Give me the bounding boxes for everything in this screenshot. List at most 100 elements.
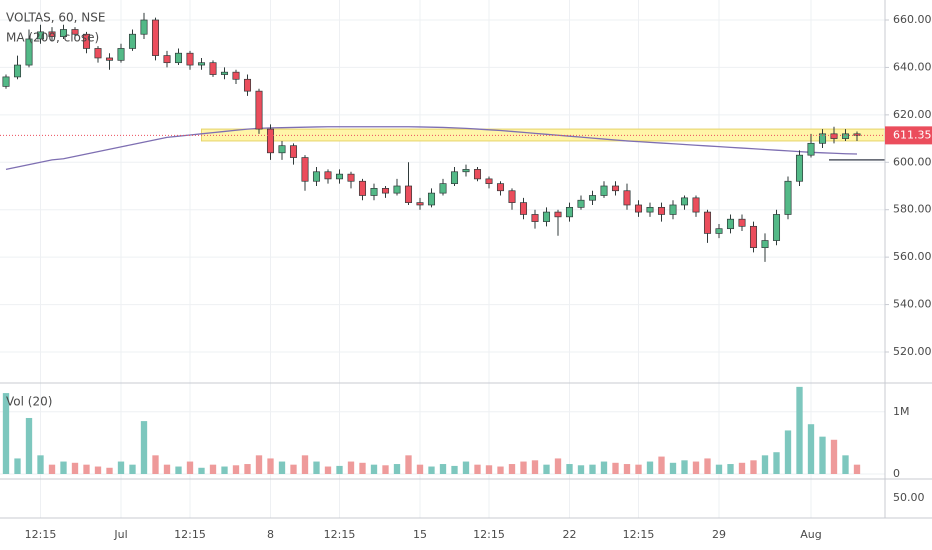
candle-body [692,197,700,213]
candle-body [818,133,827,144]
volume-bar [658,456,665,474]
candle-body [841,133,850,139]
volume-bar [405,455,412,474]
candle-body [289,145,298,158]
candle-body [646,206,654,213]
candle-body [82,33,91,49]
candle-body [784,180,792,215]
x-tick-label: 12:15 [473,528,505,541]
candle-body [117,48,125,61]
volume-bar [807,424,815,474]
volume-bar [681,460,688,474]
y-tick-label: 660.00 [893,13,932,26]
candle-body [577,199,585,208]
x-tick-label: 8 [267,528,274,541]
volume-title: Vol (20) [6,395,52,409]
volume-bar [819,436,826,474]
volume-bar [60,461,67,474]
indicator-tick-label: 50.00 [893,491,925,504]
volume-bar [738,462,746,474]
candle-body [197,62,206,66]
candle-body [94,48,102,59]
candle-body [749,225,758,249]
volume-bar [646,461,654,474]
y-tick-label: 540.00 [893,298,932,311]
candle-body [519,202,528,215]
volume-bar [163,464,171,474]
candle-body [853,133,861,136]
volume-bar [267,458,274,474]
candle-body [427,192,436,206]
volume-bar [761,455,769,474]
x-tick-label: Aug [800,528,821,541]
candle-body [830,133,838,139]
candle-body [105,57,114,61]
x-tick-label: 22 [563,528,577,541]
volume-bar [669,462,677,474]
volume-bar [543,464,550,474]
candle-body [462,169,470,173]
candle-body [761,240,769,249]
volume-bar [117,461,125,474]
candle-body [531,214,539,222]
candle-body [209,62,217,75]
volume-bar [347,461,355,474]
candle-body [220,71,229,75]
volume-bar [554,458,562,474]
candle-body [347,173,355,182]
candle-body [600,185,608,196]
volume-bar [324,466,332,474]
candle-body [795,154,804,182]
candle-body [404,185,413,203]
volume-bar [37,455,44,474]
volume-bar [428,466,435,474]
candle-body [393,185,401,194]
volume-bar [692,461,700,474]
candle-body [140,19,148,35]
y-tick-label: 640.00 [893,60,932,73]
y-tick-label: 620.00 [893,108,932,121]
candle-body [301,157,309,182]
candle-body [496,183,505,192]
candle-body [669,204,677,215]
candle-body [738,218,746,227]
volume-bar [71,462,79,474]
candle-body [324,171,332,180]
volume-bar [313,461,320,474]
candle-body [358,180,367,196]
volume-bar [830,439,838,474]
volume-bar [382,465,389,474]
x-tick-label: 12:15 [174,528,206,541]
volume-bar [25,417,33,474]
candle-body [48,31,56,37]
last-price-label: 611.35 [893,128,932,141]
indicator-title: MA (200, close) [6,31,99,45]
volume-bar [336,465,343,474]
volume-bar [83,464,90,474]
volume-tick-label: 1M [893,405,910,418]
volume-bar [508,464,516,474]
candle-body [59,29,68,37]
symbol-title: VOLTAS, 60, NSE [6,11,105,25]
x-tick-label: Jul [113,528,127,541]
candle-body [657,206,666,215]
volume-bar [784,430,792,474]
volume-bar [531,460,539,474]
candle-body [128,33,137,49]
volume-bar [129,464,136,474]
candle-body [473,169,482,180]
volume-bar [301,455,309,474]
volume-bar [497,466,504,474]
candle-body [370,188,378,196]
volume-bar [106,467,113,474]
volume-bar [715,464,723,474]
candle-body [416,202,424,206]
volume-bar [14,458,21,474]
candle-body [151,19,160,56]
candle-body [266,128,275,154]
volume-bar [140,421,148,474]
volume-bar [290,464,297,474]
candle-body [13,64,22,78]
volume-bar [577,465,585,474]
candle-body [174,52,183,64]
